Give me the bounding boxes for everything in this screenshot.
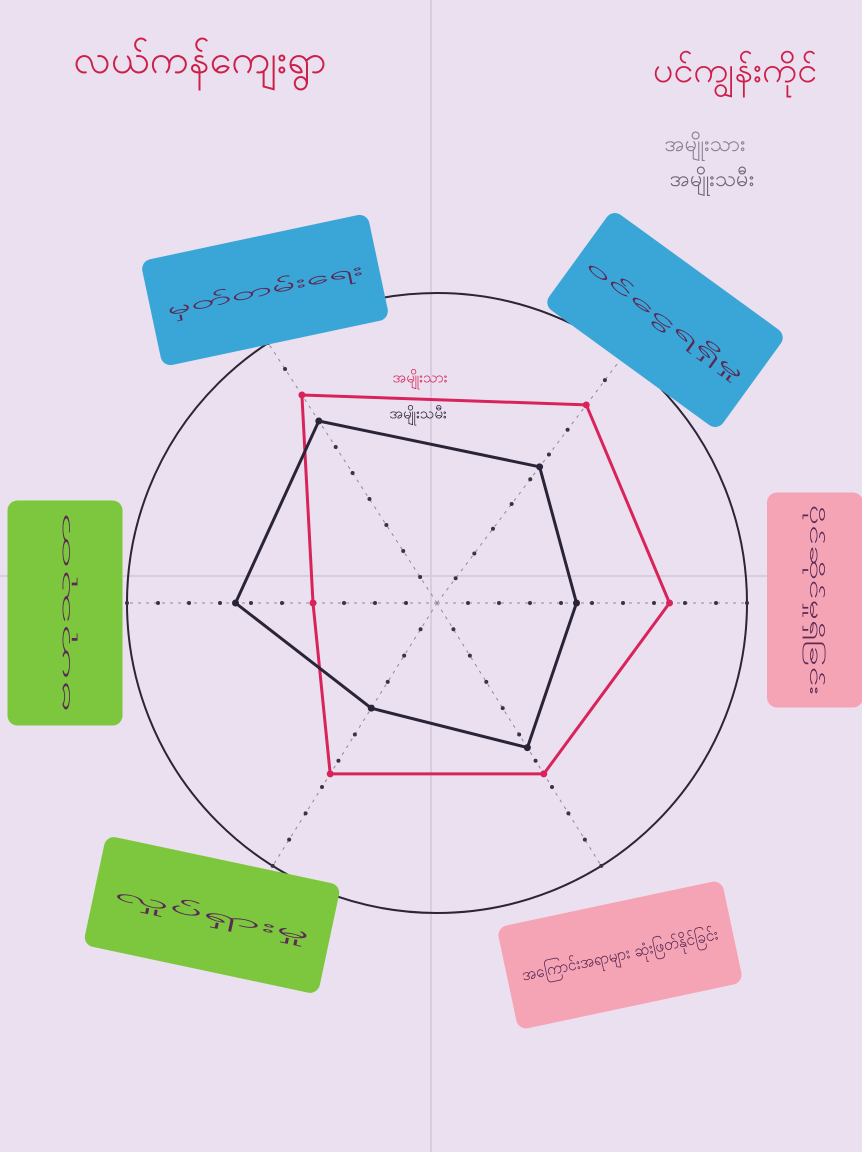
data-point [583, 401, 590, 408]
tick-mark [468, 654, 472, 658]
tick-mark [683, 601, 687, 605]
tick-mark [454, 576, 458, 580]
tick-mark [745, 601, 749, 605]
tick-mark [550, 785, 554, 789]
tick-mark [271, 864, 275, 868]
tick-mark [280, 601, 284, 605]
tick-mark [373, 601, 377, 605]
tick-mark [566, 428, 570, 432]
category-card: ပိုင်ဆိုင်မှုရှိခြင်း [767, 493, 862, 708]
tick-mark [599, 864, 603, 868]
tick-mark [402, 654, 406, 658]
tick-mark [714, 601, 718, 605]
data-point [524, 744, 531, 751]
category-label: ဗဟုသုတ [55, 513, 78, 713]
tick-mark [472, 551, 476, 555]
tick-mark [419, 627, 423, 631]
tick-mark [418, 575, 422, 579]
tick-mark [621, 601, 625, 605]
chart-title: လယ်ကန်ကျေးရွာ [74, 37, 327, 91]
tick-mark [334, 445, 338, 449]
tick-mark [510, 502, 514, 506]
tick-mark [283, 367, 287, 371]
tick-mark [583, 838, 587, 842]
tick-mark [156, 601, 160, 605]
tick-mark [336, 759, 340, 763]
tick-mark [559, 601, 563, 605]
tick-mark [287, 838, 291, 842]
data-point [310, 600, 317, 607]
data-point [315, 418, 322, 425]
tick-mark [451, 627, 455, 631]
series-label: အမျိုးသား [392, 369, 447, 390]
tick-mark [528, 601, 532, 605]
tick-mark [603, 378, 607, 382]
tick-mark [401, 549, 405, 553]
data-point [573, 600, 580, 607]
category-label: ပိုင်ဆိုင်မှုရှိခြင်း [802, 505, 827, 696]
tick-mark [590, 601, 594, 605]
tick-mark [501, 706, 505, 710]
tick-mark [528, 477, 532, 481]
tick-mark [187, 601, 191, 605]
tick-mark [304, 811, 308, 815]
data-point [536, 463, 543, 470]
data-point [298, 392, 305, 399]
tick-mark [404, 601, 408, 605]
data-point [232, 600, 239, 607]
data-point [368, 705, 375, 712]
tick-mark [497, 601, 501, 605]
tick-mark [218, 601, 222, 605]
tick-mark [517, 732, 521, 736]
data-point [327, 770, 334, 777]
tick-mark [547, 452, 551, 456]
data-point [540, 770, 547, 777]
tick-mark [566, 811, 570, 815]
chart: လယ်ကန်ကျေးရွာ ပင်ကျွန်းကိုင် အမျိုးသား အ… [0, 0, 862, 1152]
tick-mark [386, 680, 390, 684]
series-label: အမျိုးသမီး [389, 405, 447, 426]
tick-mark [534, 759, 538, 763]
data-point [666, 600, 673, 607]
category-card: ဗဟုသုတ [8, 501, 123, 726]
tick-mark [652, 601, 656, 605]
tick-mark [342, 601, 346, 605]
tick-mark [466, 601, 470, 605]
tick-mark [249, 601, 253, 605]
tick-mark [367, 497, 371, 501]
tick-mark [351, 471, 355, 475]
tick-mark [353, 732, 357, 736]
tick-mark [484, 680, 488, 684]
tick-mark [125, 601, 129, 605]
tick-mark [384, 523, 388, 527]
tick-mark [320, 785, 324, 789]
tick-mark [491, 527, 495, 531]
